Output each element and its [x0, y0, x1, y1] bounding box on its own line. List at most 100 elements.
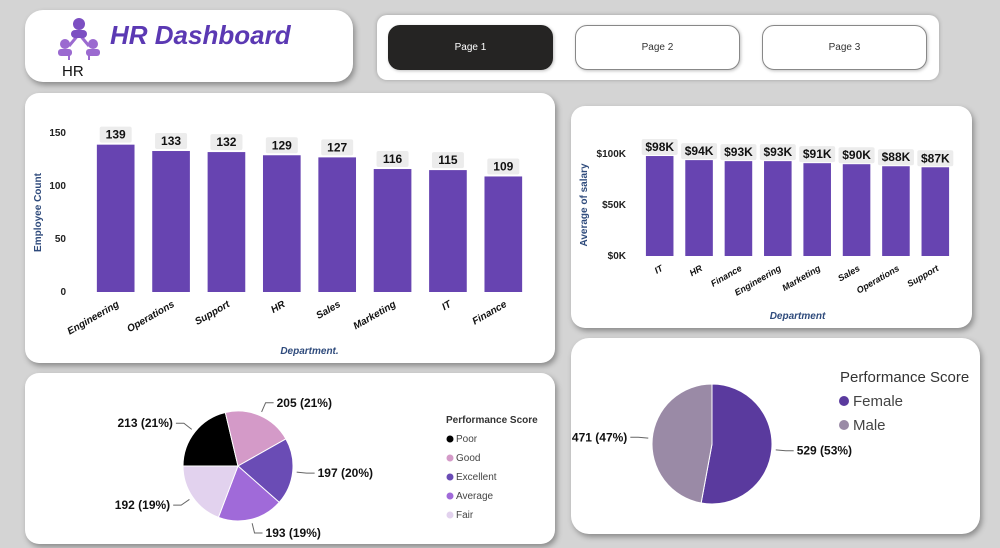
- y-axis-title: Average of salary: [579, 163, 590, 246]
- x-tick-label: HR: [688, 263, 705, 278]
- bar: [882, 166, 910, 256]
- data-label: 192 (19%): [115, 498, 170, 512]
- x-tick-label: IT: [440, 299, 454, 313]
- title-card: HR HR Dashboard: [25, 10, 353, 82]
- legend-marker: [839, 420, 849, 430]
- employee-count-svg: 0 50 100 150 139 Engineering 133 Operations 132 S…: [33, 126, 523, 357]
- data-label-bg: [877, 149, 914, 166]
- y-tick-label: $0K: [608, 251, 627, 262]
- x-tick-label: Sales: [836, 263, 861, 283]
- data-label: $88K: [882, 150, 911, 164]
- bar: [645, 156, 674, 256]
- logo-label: HR: [62, 63, 84, 80]
- data-label: $91K: [803, 147, 832, 161]
- team-icon: [58, 18, 100, 60]
- x-tick-label: IT: [653, 262, 666, 275]
- data-label: 471 (47%): [572, 430, 627, 444]
- bar: [484, 176, 523, 292]
- pie-slice: [700, 383, 773, 505]
- bar: [152, 151, 190, 292]
- data-label-bg: [641, 139, 678, 156]
- legend-title: Performance Score: [446, 415, 538, 426]
- x-tick-label: Operations: [855, 263, 901, 295]
- data-label: $98K: [645, 140, 674, 154]
- data-label-bg: [799, 146, 836, 163]
- page-title: HR Dashboard: [110, 20, 291, 50]
- data-label-bg: [99, 126, 132, 143]
- data-label: 129: [272, 138, 292, 152]
- data-label-bg: [838, 147, 875, 164]
- performance-pie-card: 213 (21%) 205 (21%) 197 (20%) 193 (19%) 192 …: [25, 373, 555, 544]
- legend-item: Good: [456, 453, 480, 464]
- page-3-button[interactable]: Page 3: [762, 25, 927, 70]
- x-tick-label: Marketing: [352, 299, 398, 332]
- y-tick-label: 150: [49, 128, 66, 139]
- data-label: $90K: [842, 148, 871, 162]
- leader-line: [173, 499, 190, 506]
- data-label-bg: [265, 137, 298, 154]
- data-label-bg: [155, 133, 188, 150]
- data-label: $87K: [921, 151, 950, 165]
- data-label-bg: [487, 158, 520, 175]
- bar: [429, 170, 467, 292]
- leader-line: [261, 402, 274, 413]
- data-label: 529 (53%): [797, 444, 852, 458]
- data-label: 205 (21%): [277, 396, 332, 410]
- y-tick-label: 50: [55, 234, 67, 245]
- leader-line: [775, 449, 794, 452]
- data-label-bg: [720, 144, 757, 161]
- page-navigator: Page 1 Page 2 Page 3: [377, 15, 939, 80]
- data-label: $94K: [685, 144, 714, 158]
- x-tick-label: Support: [905, 263, 941, 289]
- gender-pie-card: 529 (53%) 471 (47%) Performance Score Femal…: [571, 338, 980, 534]
- legend-marker: [446, 435, 454, 443]
- leader-line: [630, 436, 649, 439]
- legend-marker: [446, 454, 454, 462]
- x-axis-title: Department.: [280, 346, 338, 357]
- gender-pie-svg: 529 (53%) 471 (47%) Performance Score Femal…: [572, 369, 969, 505]
- data-label: 133: [161, 134, 181, 148]
- legend-item: Excellent: [456, 472, 497, 483]
- bar: [318, 157, 357, 292]
- leader-line: [175, 422, 193, 430]
- page-1-button[interactable]: Page 1: [388, 25, 553, 70]
- legend-title: Performance Score: [840, 369, 969, 386]
- page-2-button[interactable]: Page 2: [575, 25, 740, 70]
- bar: [724, 161, 753, 256]
- data-label-bg: [210, 134, 243, 151]
- x-tick-label: Finance: [471, 299, 510, 328]
- data-label: 115: [438, 153, 458, 167]
- legend-item: Poor: [456, 434, 478, 445]
- data-label-bg: [917, 150, 954, 167]
- data-label: 127: [327, 140, 347, 154]
- performance-pie-svg: 213 (21%) 205 (21%) 197 (20%) 193 (19%) 192 …: [115, 396, 538, 540]
- data-label-bg: [681, 143, 718, 160]
- data-label: $93K: [724, 145, 753, 159]
- legend-item: Fair: [456, 510, 474, 521]
- bar: [921, 167, 950, 256]
- y-tick-label: 0: [60, 287, 66, 298]
- leader-line: [296, 471, 315, 474]
- legend-item: Average: [456, 491, 494, 502]
- leader-line: [251, 523, 263, 534]
- data-label-bg: [376, 151, 409, 168]
- pie-slice: [182, 411, 239, 467]
- bar: [685, 160, 713, 256]
- pie-slice: [237, 438, 294, 504]
- x-tick-label: Support: [193, 299, 232, 328]
- legend-marker: [446, 492, 454, 500]
- data-label: 213 (21%): [118, 416, 173, 430]
- salary-chart: $0K $50K $100K $98K IT $94K HR $93K Finance $93K E…: [571, 106, 972, 328]
- data-label: 132: [216, 135, 236, 149]
- y-axis-title: Employee Count: [33, 172, 44, 252]
- pie-slice: [651, 383, 713, 504]
- bar: [373, 169, 412, 292]
- legend-item: Male: [853, 417, 886, 434]
- legend-item: Female: [853, 393, 903, 410]
- x-tick-label: Operations: [125, 299, 177, 335]
- data-label: $93K: [763, 145, 792, 159]
- bar: [96, 144, 135, 292]
- x-axis-title: Department: [770, 311, 826, 322]
- pie-slice: [182, 465, 239, 519]
- data-label: 197 (20%): [318, 466, 373, 480]
